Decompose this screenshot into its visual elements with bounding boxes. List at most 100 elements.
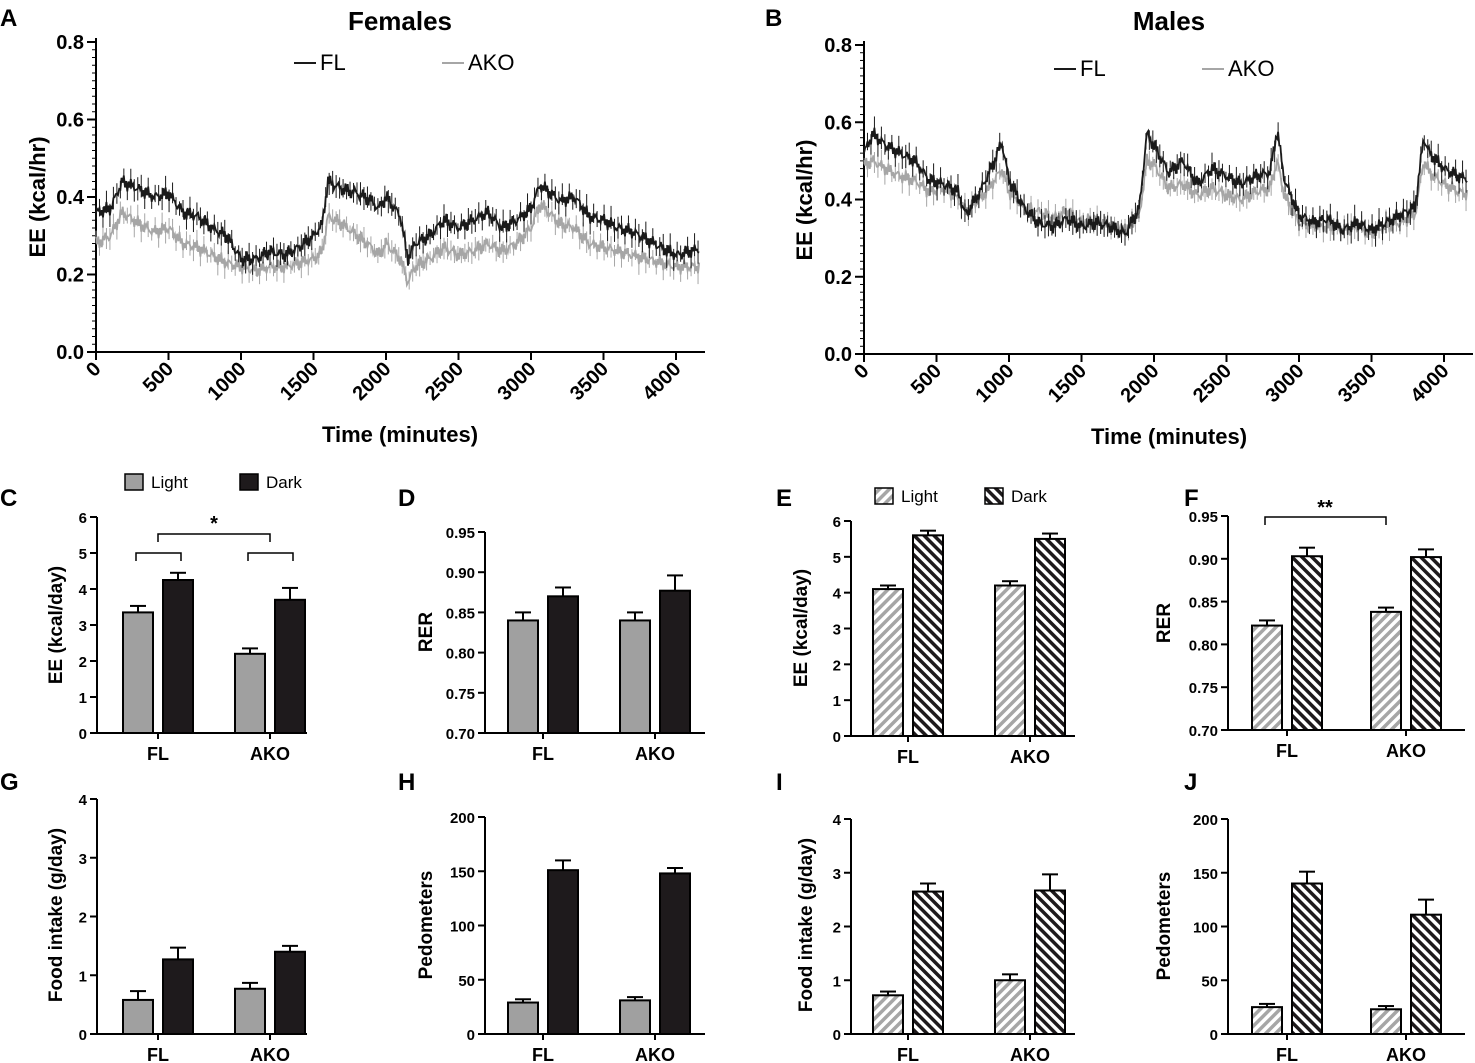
y-tick-label: 4	[833, 812, 842, 829]
legend-label-fl: FL	[1080, 56, 1106, 81]
panel-letter: D	[398, 485, 415, 512]
bar-ako-dark	[1410, 913, 1442, 1035]
panel-i: I 0 1 2 3 4 FL AKO Food intake (g/day)	[776, 769, 1075, 1063]
y-tick-label: 50	[458, 973, 475, 990]
y-axis-label: EE (kcal/hr)	[792, 139, 817, 260]
y-axis-label: Food intake (g/day)	[796, 838, 817, 1012]
legend-label-ako: AKO	[1228, 56, 1274, 81]
panel-b: B Males 0.0 0.2 0.4 0.6 0.8 0 500 1000 1500 2000 250…	[765, 5, 1473, 449]
x-tick-label: AKO	[1010, 1045, 1050, 1063]
significance-bracket	[135, 552, 182, 561]
y-tick-label: 5	[79, 546, 87, 563]
y-tick-label: 0	[1210, 1027, 1218, 1044]
y-tick-label: 0.70	[1189, 723, 1218, 740]
bar-fl-dark	[162, 579, 194, 734]
bar-fl-light	[507, 1001, 539, 1035]
x-tick-label: AKO	[635, 1045, 675, 1063]
y-tick-label: 0.4	[56, 187, 85, 209]
y-tick-label: 3	[79, 618, 87, 635]
y-axis-label: Food intake (g/day)	[46, 828, 67, 1002]
y-tick-label: 0	[79, 1027, 87, 1044]
y-tick-label: 0.95	[1189, 509, 1218, 526]
x-axis-label: Time (minutes)	[322, 422, 478, 447]
x-tick-label: 1500	[1044, 360, 1091, 407]
bar-fl-light	[507, 619, 539, 734]
bar-fl-light	[122, 611, 154, 735]
bar-ako-light	[619, 619, 651, 734]
y-tick-label: 0.4	[824, 190, 853, 212]
y-tick-label: 0.2	[824, 267, 852, 289]
bar-ako-light	[234, 652, 266, 734]
bar-ako-light	[1370, 610, 1402, 732]
y-axis-label: EE (kcal/day)	[791, 569, 812, 687]
y-tick-label: 3	[833, 622, 841, 639]
y-tick-label: 100	[450, 919, 475, 936]
y-tick-label: 6	[79, 510, 87, 527]
x-tick-label: FL	[147, 744, 169, 764]
panel-letter: G	[0, 769, 19, 796]
panel-letter: C	[0, 485, 17, 512]
bar-fl-dark	[912, 890, 944, 1035]
bar-ako-light	[994, 584, 1026, 737]
bar-fl-light	[1251, 624, 1283, 731]
panel-letter: A	[0, 5, 17, 32]
bar-fl-dark	[547, 595, 579, 734]
chart-title: Females	[348, 6, 452, 36]
chart-title: Males	[1133, 6, 1205, 36]
legend-swatch-light	[874, 487, 894, 505]
panel-letter: E	[776, 485, 792, 512]
y-tick-label: 200	[450, 810, 475, 827]
bar-ako-dark	[274, 598, 306, 734]
y-tick-label: 4	[79, 582, 88, 599]
significance-star: *	[210, 513, 218, 535]
y-tick-label: 0.90	[1189, 552, 1218, 569]
y-axis-label: RER	[416, 612, 437, 652]
y-tick-label: 0.75	[446, 686, 475, 703]
y-tick-label: 0.85	[446, 605, 475, 622]
series-line-fl	[863, 127, 1468, 238]
panel-d: D 0.70 0.75 0.80 0.85 0.90 0.95 FL AKO RER	[398, 485, 705, 764]
y-tick-label: 2	[79, 910, 87, 927]
y-tick-label: 4	[79, 792, 88, 809]
y-tick-label: 200	[1193, 812, 1218, 829]
y-tick-label: 0.80	[446, 646, 475, 663]
bar-ako-dark	[659, 589, 691, 735]
panel-letter: H	[398, 769, 415, 796]
legend-swatch-dark	[984, 487, 1004, 505]
panel-letter: J	[1184, 769, 1197, 796]
y-tick-label: 0.6	[824, 112, 852, 134]
bar-fl-light	[872, 994, 904, 1035]
x-tick-label: FL	[897, 1045, 919, 1063]
x-tick-label: FL	[532, 744, 554, 764]
y-axis-label: EE (kcal/day)	[46, 566, 67, 684]
x-tick-label: AKO	[250, 744, 290, 764]
y-axis-label: RER	[1154, 603, 1175, 643]
significance-bracket	[1264, 516, 1387, 525]
panel-letter: I	[776, 769, 783, 796]
series-line-ako	[95, 200, 701, 288]
panel-h: H 0 50 100 150 200 FL AKO Pedometers	[398, 769, 705, 1063]
legend-label-dark: Dark	[266, 473, 302, 492]
y-tick-label: 0.0	[824, 344, 852, 366]
legend-label-fl: FL	[320, 50, 346, 75]
y-axis-label: Pedometers	[1154, 872, 1175, 981]
bar-ako-light	[994, 979, 1026, 1035]
panel-letter: B	[765, 5, 782, 32]
y-tick-label: 0.8	[56, 32, 84, 54]
panel-g: G 0 1 2 3 4 FL AKO Food intake (g/day)	[0, 769, 307, 1063]
y-tick-label: 1	[833, 973, 841, 990]
x-tick-label: 3500	[566, 358, 613, 405]
legend-label-light: Light	[151, 473, 188, 492]
x-tick-label: AKO	[1386, 741, 1426, 761]
y-tick-label: 2	[833, 920, 841, 937]
y-tick-label: 2	[833, 657, 841, 674]
y-tick-label: 0.75	[1189, 680, 1218, 697]
x-tick-label: 1000	[972, 360, 1019, 407]
bar-ako-dark	[1034, 889, 1066, 1035]
y-tick-label: 3	[79, 851, 87, 868]
x-tick-label: FL	[147, 1045, 169, 1063]
y-tick-label: 0.90	[446, 565, 475, 582]
y-tick-label: 100	[1193, 920, 1218, 937]
bar-ako-light	[619, 999, 651, 1035]
